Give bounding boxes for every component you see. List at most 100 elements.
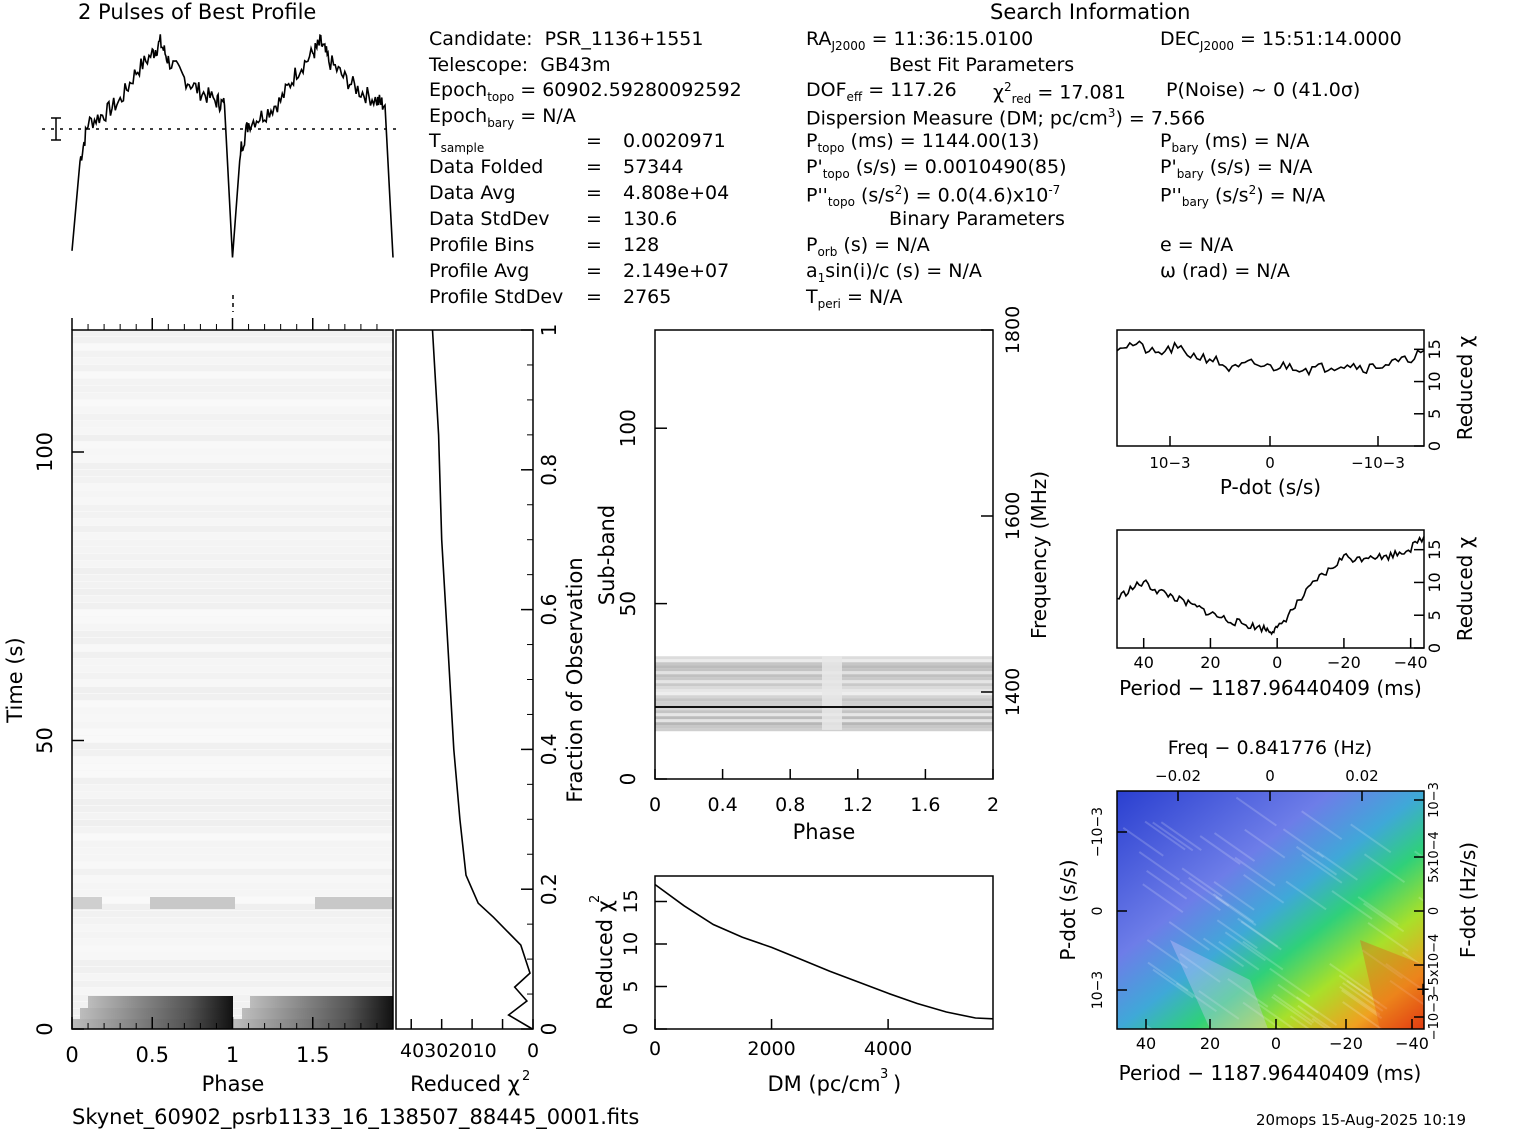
time-row [72, 946, 393, 952]
info-data-stddev-eq: = [586, 208, 602, 230]
info-profile-stddev-value: 2765 [623, 286, 672, 308]
y-tick-label: 15 [620, 889, 642, 913]
x-tick-label: 20 [1200, 653, 1220, 672]
y2-tick-label: 5x10−4 [1427, 831, 1442, 883]
ppdot-streak [1188, 877, 1230, 907]
dof-key: DOF [806, 79, 847, 101]
pddtopo-sup: 2 [894, 183, 903, 197]
pdbary-sub: bary [1176, 166, 1204, 181]
ra-line: RAJ2000 = 11:36:15.0100 [806, 30, 1033, 52]
time-row [72, 568, 393, 574]
x-axis-label: P-dot (s/s) [1220, 475, 1321, 499]
x-axis-label: Phase [793, 820, 856, 844]
y-axis-label: Time (s) [3, 637, 27, 723]
ra-value: = 11:36:15.0100 [871, 28, 1034, 50]
pddbary-sup: 2 [1248, 183, 1257, 197]
x-tick-label: 0.4 [707, 794, 737, 816]
ppdot-streak [1329, 963, 1371, 993]
profile-plot [42, 33, 398, 312]
time-row [72, 799, 393, 805]
y-tick-label: 0 [537, 1023, 561, 1036]
y-axis-label: P-dot (s/s) [1056, 859, 1080, 960]
ppdot-streak [1357, 896, 1399, 926]
chi-frame [1116, 529, 1425, 649]
time-row [72, 771, 393, 777]
pdbary-value: (s/s) = N/A [1209, 156, 1313, 178]
chi-line [1116, 340, 1425, 377]
ppdot-marker: + [1415, 979, 1430, 1000]
y-tick-label: 100 [616, 409, 640, 447]
time-row [72, 344, 393, 350]
ppdot-streak [1198, 990, 1240, 1020]
info-profile-bins-key: Profile Bins [429, 234, 535, 256]
ppdot-streak [1216, 919, 1258, 949]
y-tick-label: 10−3 [1090, 971, 1106, 1009]
ecc-line: e = N/A [1160, 234, 1234, 256]
x-tick-label: 1.6 [910, 794, 940, 816]
time-row [72, 505, 393, 511]
time-row [72, 379, 393, 385]
dm-frame [654, 875, 994, 1030]
asini-line: a1sin(i)/c (s) = N/A [806, 262, 982, 284]
time-row [72, 547, 393, 553]
ppdot-hot-region [1360, 940, 1424, 1029]
time-row [72, 806, 393, 812]
chi-sup: 2 [1003, 80, 1012, 94]
y-axis-label: Fraction of Observation [563, 557, 587, 802]
dec-sub: J2000 [1199, 38, 1234, 53]
time-row [72, 652, 393, 658]
time-band [150, 897, 235, 909]
y-tick-label: 0 [1090, 907, 1106, 916]
ppdot-streak [1179, 881, 1221, 911]
y-tick-label: 10 [1425, 572, 1444, 592]
ppdot-streak [1242, 940, 1284, 971]
y-tick-label: 50 [33, 727, 57, 754]
ppdot-streak [1146, 869, 1188, 900]
ppdot-streak [1234, 856, 1276, 887]
x-tick-label: −10−3 [1351, 454, 1405, 472]
time-row [72, 400, 393, 406]
ppdot-streak [1296, 996, 1338, 1026]
x-tick-label: 2000 [747, 1038, 795, 1060]
ppdot-streak [1269, 967, 1311, 998]
chi-key: χ [993, 81, 1004, 104]
time-row [72, 960, 393, 966]
x-axis-label: Phase [202, 1072, 265, 1096]
info-data-avg-value: 4.808e+04 [623, 182, 730, 204]
info-candidate-value: PSR_1136+1551 [544, 28, 704, 50]
time-row [72, 442, 393, 448]
pbary-line: Pbary (ms) = N/A [1160, 132, 1309, 154]
x-tick-label: 4000 [864, 1038, 912, 1060]
dm-value: ) = 7.566 [1115, 107, 1206, 130]
time-row [72, 967, 393, 973]
y2-tick-label: 10−3 [1427, 782, 1442, 818]
time-row [72, 414, 393, 420]
time-row [72, 603, 393, 609]
x-axis-label-sup: 2 [522, 1069, 530, 1084]
info-profile-bins-value: 128 [623, 234, 660, 256]
time-row [72, 330, 393, 336]
ppdot-streak [1202, 937, 1245, 968]
time-row [72, 435, 393, 441]
ppdot-streak [1168, 921, 1210, 951]
x-tick-label: 0 [1272, 653, 1282, 672]
info-data-folded-value: 57344 [623, 156, 684, 178]
y-tick-label: 10 [1425, 371, 1444, 391]
info-data-stddev-value: 130.6 [623, 208, 678, 230]
x-tick-label: −40 [1395, 1034, 1429, 1053]
time-row [72, 848, 393, 854]
pbary-sub: bary [1171, 140, 1199, 155]
info-data-avg-key: Data Avg [429, 182, 516, 204]
info-profile-stddev-key: Profile StdDev [429, 286, 564, 308]
time-row [72, 869, 393, 875]
ppdot-streak [1363, 853, 1406, 883]
pddtopo-line: P''topo (s/s2) = 0.0(4.6)x10-7 [806, 184, 1060, 208]
time-row [72, 540, 393, 546]
y-tick-label: 15 [1425, 539, 1444, 559]
pddtopo-value: (s/s [860, 184, 895, 207]
y-tick-label: 0 [620, 1023, 642, 1035]
ppdot-streak [1311, 1017, 1353, 1048]
y-tick-label: 0.2 [537, 873, 561, 905]
porb-value: (s) = N/A [843, 234, 930, 256]
y-tick-label: 0 [616, 773, 640, 786]
